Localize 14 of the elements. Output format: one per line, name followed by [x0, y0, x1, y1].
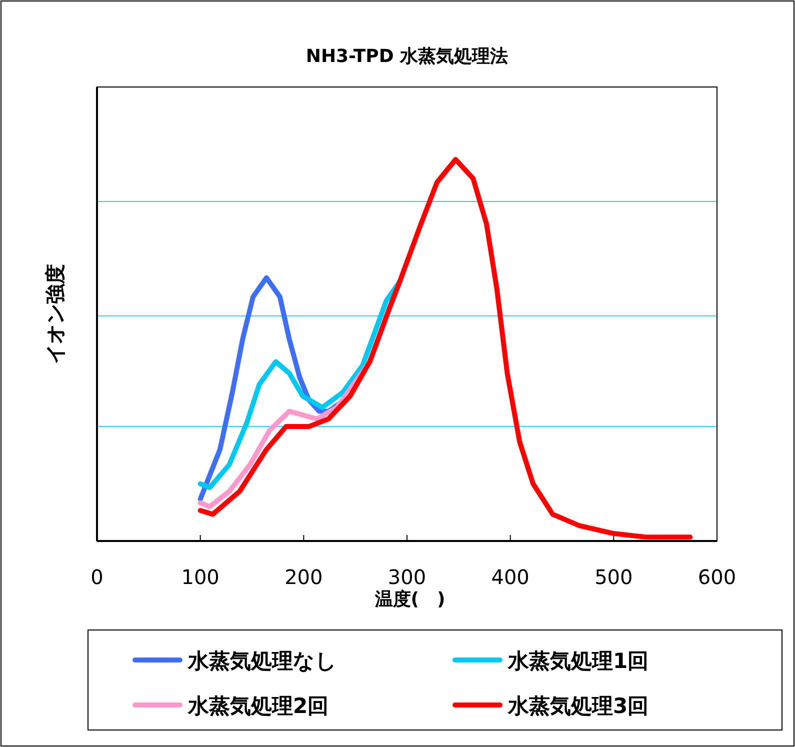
- x-tick-label: 400: [491, 565, 530, 589]
- x-tick-label: 0: [90, 565, 104, 589]
- legend-label: 水蒸気処理なし: [187, 649, 337, 673]
- x-tick-label: 600: [698, 565, 736, 589]
- chart-title: NH3-TPD 水蒸気処理法: [306, 46, 508, 67]
- x-tick-label: 300: [388, 565, 426, 589]
- legend-label: 水蒸気処理1回: [507, 649, 649, 673]
- x-axis-title: 温度( ): [374, 589, 446, 610]
- x-tick-label: 500: [594, 565, 633, 589]
- y-axis-title: イオン強度: [43, 264, 67, 364]
- legend-label: 水蒸気処理2回: [187, 694, 329, 718]
- x-tick-label: 200: [284, 565, 323, 589]
- legend-label: 水蒸気処理3回: [507, 694, 649, 718]
- x-tick-label: 100: [181, 565, 220, 589]
